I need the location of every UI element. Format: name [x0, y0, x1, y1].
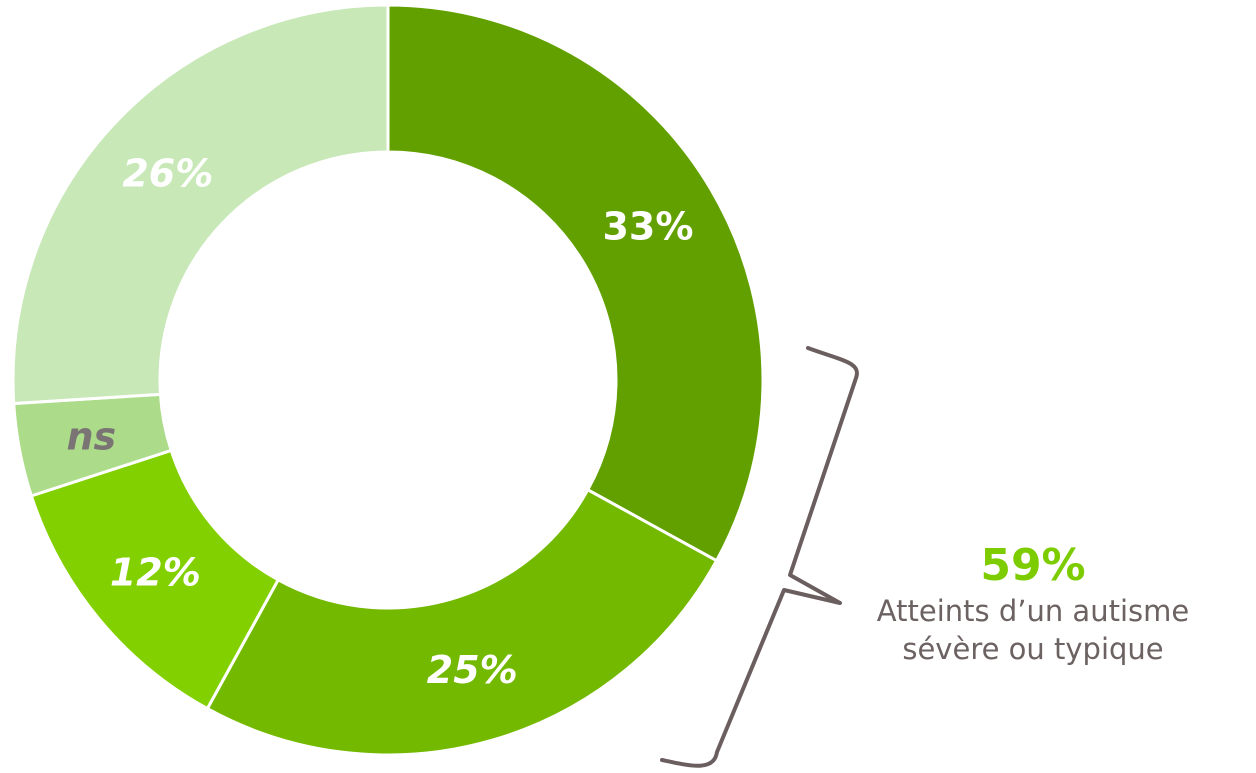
slice-label-1: 33% — [602, 204, 693, 248]
donut-slice-2 — [205, 487, 719, 757]
slice-label-2: 25% — [427, 648, 518, 692]
summary-text-line2: sévère ou typique — [902, 632, 1164, 666]
donut-slices — [11, 3, 765, 757]
right-curly-bracket — [660, 346, 859, 768]
summary-annotation: 59% Atteints d’un autisme sévère ou typi… — [810, 540, 1256, 668]
donut-slice-1 — [386, 3, 765, 563]
slice-label-5: 26% — [122, 151, 213, 195]
donut-labels: 33% 25% 12% ns 26% — [67, 151, 694, 692]
donut-slice-5 — [11, 3, 390, 406]
summary-percentage: 59% — [980, 540, 1086, 591]
slice-label-3: 12% — [110, 551, 201, 595]
slice-label-4: ns — [67, 415, 117, 459]
summary-text-line1: Atteints d’un autisme — [876, 594, 1190, 628]
